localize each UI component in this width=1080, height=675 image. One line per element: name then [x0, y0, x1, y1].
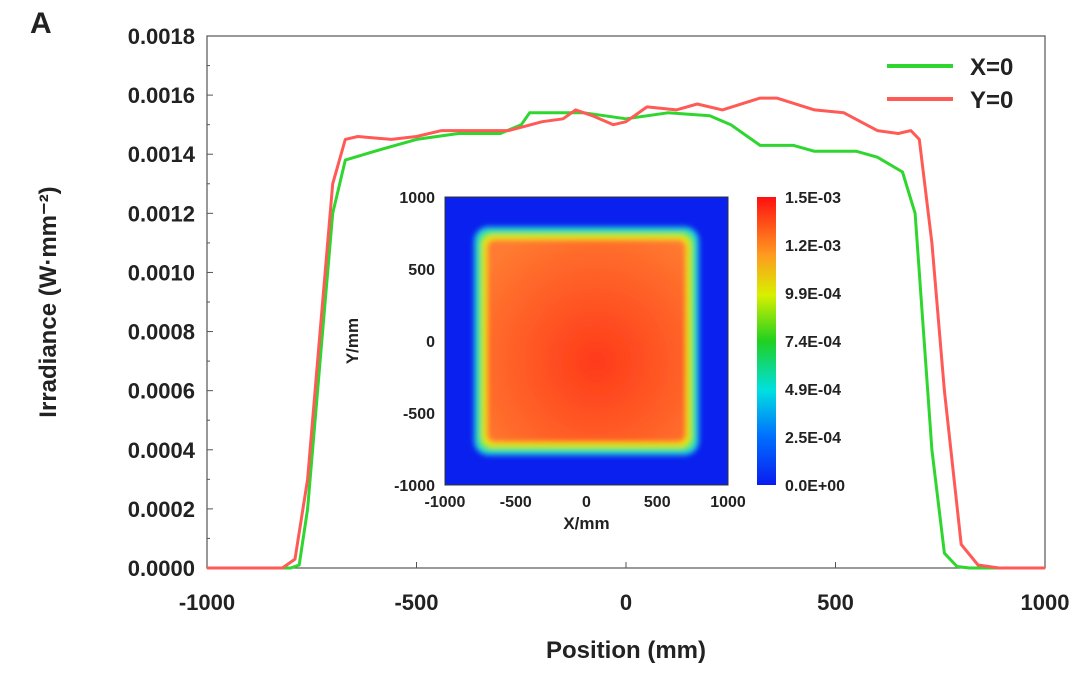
y-tick-label: 0.0018	[128, 24, 195, 49]
legend-label: X=0	[970, 54, 1013, 81]
inset-heatmap: -1000 1000 -500 500 0 0 500 -500 1000 -1000 X/mm Y/…	[343, 190, 845, 533]
colorbar	[757, 197, 776, 485]
x-tick-label: 500	[817, 590, 854, 615]
y-tick-label: 0.0006	[128, 379, 195, 404]
inset-y-tick-label: 500	[408, 262, 435, 279]
colorbar-tick-label: 9.9E-04	[785, 286, 841, 303]
inset-x-tick-label: 1000	[710, 494, 746, 511]
colorbar-tick-label: 0.0E+00	[785, 478, 845, 495]
y-tick-label: 0.0014	[128, 142, 196, 167]
x-tick-label: 0	[620, 590, 632, 615]
legend: X=0Y=0	[887, 54, 1013, 114]
x-tick-label: 1000	[1021, 590, 1070, 615]
colorbar-tick-label: 1.5E-03	[785, 190, 841, 207]
heatmap-plateau	[486, 239, 687, 443]
panel-label: A	[30, 7, 52, 40]
y-tick-label: 0.0004	[128, 438, 196, 463]
inset-y-tick-label: 0	[426, 334, 435, 351]
inset-x-label: X/mm	[563, 514, 609, 533]
colorbar-tick-label: 2.5E-04	[785, 430, 841, 447]
colorbar-tick-label: 4.9E-04	[785, 382, 841, 399]
legend-label: Y=0	[970, 87, 1013, 114]
inset-x-tick-label: 500	[644, 494, 671, 511]
inset-x-tick-label: 0	[582, 494, 591, 511]
x-axis-label: Position (mm)	[546, 637, 706, 664]
inset-y-tick-label: 1000	[399, 190, 435, 207]
y-tick-label: 0.0012	[128, 201, 195, 226]
y-tick-label: 0.0000	[128, 556, 195, 581]
y-tick-label: 0.0016	[128, 83, 195, 108]
y-tick-label: 0.0010	[128, 260, 195, 285]
y-axis-label: Irradiance (W·mm⁻²)	[35, 186, 62, 417]
x-tick-label: -1000	[179, 590, 235, 615]
series-line-y0	[207, 96, 1045, 570]
inset-y-tick-label: -1000	[394, 478, 435, 495]
x-tick-label: -500	[394, 590, 438, 615]
colorbar-tick-label: 1.2E-03	[785, 238, 841, 255]
y-tick-label: 0.0008	[128, 320, 195, 345]
y-tick-label: 0.0002	[128, 497, 195, 522]
colorbar-tick-label: 7.4E-04	[785, 334, 841, 351]
heatmap-image	[445, 197, 728, 485]
inset-frame	[444, 196, 729, 486]
inset-x-tick-label: -500	[500, 494, 532, 511]
inset-y-tick-label: -500	[403, 406, 435, 423]
inset-x-tick-label: -1000	[425, 494, 466, 511]
inset-y-label: Y/mm	[343, 318, 362, 364]
series-line-x0	[207, 111, 1045, 570]
